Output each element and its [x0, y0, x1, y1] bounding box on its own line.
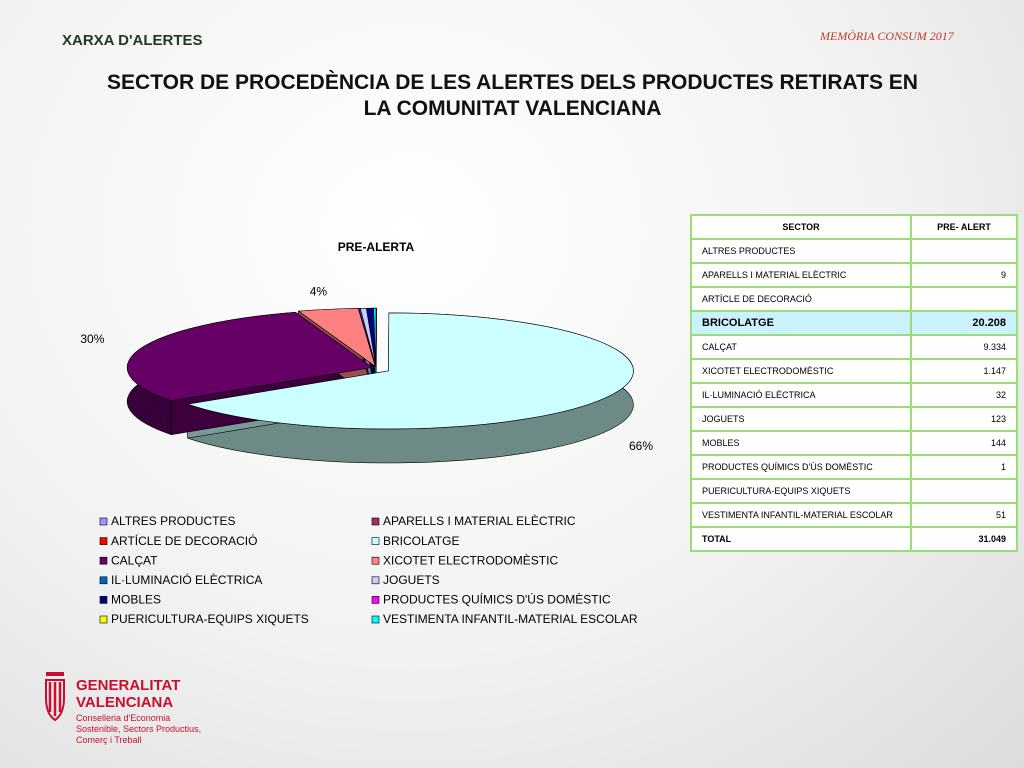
logo-crown — [46, 672, 64, 676]
table-row: JOGUETS 123 — [690, 406, 1018, 432]
legend-label: ARTÍCLE DE DECORACIÓ — [111, 533, 257, 548]
pie-label: 66% — [629, 439, 653, 453]
header-cell: PRE- ALERT — [910, 214, 1018, 240]
table-cell: PRODUCTES QUÍMICS D'ÚS DOMÈSTIC — [690, 454, 912, 480]
table-cell: MOBLES — [690, 430, 912, 456]
legend-swatch — [99, 596, 108, 604]
logo-bars — [48, 682, 62, 716]
legend-label: IL·LUMINACIÓ ELÈCTRICA — [111, 572, 262, 587]
table-row: CALÇAT 9.334 — [690, 334, 1018, 360]
legend-swatch — [99, 517, 108, 526]
table-cell — [910, 238, 1018, 264]
legend-label: JOGUETS — [383, 573, 440, 587]
legend-swatch — [99, 556, 108, 565]
legend-label: CALÇAT — [111, 553, 158, 567]
header-cell: SECTOR — [690, 214, 912, 240]
table-cell: VESTIMENTA INFANTIL-MATERIAL ESCOLAR — [690, 502, 912, 528]
table-row: APARELLS I MATERIAL ELÈCTRIC 9 — [690, 262, 1018, 288]
table-row: XICOTET ELECTRODOMÈSTIC 1.147 — [690, 358, 1018, 384]
legend-swatch — [371, 596, 380, 604]
table-cell: 9.334 — [910, 334, 1018, 360]
table-cell: PUERICULTURA-EQUIPS XIQUETS — [690, 478, 912, 504]
table-row: MOBLES 144 — [690, 430, 1018, 456]
legend-label: BRICOLATGE — [383, 534, 459, 548]
table-header-row: SECTOR PRE- ALERT — [690, 214, 1018, 240]
chart: PRE-ALERTA 66% 30% 4% ALTRES PRODUCTES APARE… — [80, 240, 653, 626]
legend-swatch — [99, 576, 108, 585]
table-row: VESTIMENTA INFANTIL-MATERIAL ESCOLAR 51 — [690, 502, 1018, 528]
table-cell: 32 — [910, 382, 1018, 408]
logo-dept: Conselleria d'Economia — [76, 713, 170, 723]
table-cell: JOGUETS — [690, 406, 912, 432]
legend-swatch — [371, 537, 380, 545]
legend-label: PRODUCTES QUÍMICS D'ÚS DOMÈSTIC — [383, 592, 611, 607]
legend-swatch — [371, 556, 380, 565]
pie-slice — [187, 312, 634, 430]
table-cell: 123 — [910, 406, 1018, 432]
table-row: IL·LUMINACIÓ ELÈCTRICA 32 — [690, 382, 1018, 408]
table-cell: IL·LUMINACIÓ ELÈCTRICA — [690, 382, 912, 408]
table-cell: CALÇAT — [690, 334, 912, 360]
table-cell: APARELLS I MATERIAL ELÈCTRIC — [690, 262, 912, 288]
legend-label: PUERICULTURA-EQUIPS XIQUETS — [111, 612, 309, 626]
table-row: BRICOLATGE 20.208 — [690, 310, 1018, 336]
table-cell: BRICOLATGE — [690, 310, 912, 336]
legend-label: XICOTET ELECTRODOMÈSTIC — [383, 552, 558, 567]
slide-title: SECTOR DE PROCEDÈNCIA DE LES ALERTES DEL… — [60, 70, 965, 122]
logo-name: GENERALITAT — [76, 677, 180, 694]
legend-label: ALTRES PRODUCTES — [111, 514, 235, 528]
legend-label: APARELLS I MATERIAL ELÈCTRIC — [383, 513, 576, 528]
legend-swatch — [371, 517, 380, 526]
pie-label: 4% — [310, 285, 328, 299]
table-row: TOTAL 31.049 — [690, 526, 1018, 552]
title-line: LA COMUNITAT VALENCIANA — [363, 97, 662, 120]
table-cell: 1 — [910, 454, 1018, 480]
table-cell: 20.208 — [910, 310, 1018, 336]
legend-swatch — [371, 615, 380, 624]
table-cell: 1.147 — [910, 358, 1018, 384]
table-cell: 51 — [910, 502, 1018, 528]
logo-dept: Comerç i Treball — [76, 735, 142, 745]
table-cell: TOTAL — [690, 526, 912, 552]
legend-label: MOBLES — [111, 593, 161, 607]
legend-label: VESTIMENTA INFANTIL-MATERIAL ESCOLAR — [383, 612, 638, 626]
table-cell: ALTRES PRODUCTES — [690, 238, 912, 264]
report-label: MEMÒRIA CONSUM 2017 — [820, 29, 954, 43]
logo-name: VALENCIANA — [76, 694, 173, 711]
pie-label: 30% — [80, 332, 104, 346]
pie-slice — [126, 312, 373, 402]
table-cell: ARTÍCLE DE DECORACIÓ — [690, 286, 912, 312]
table-cell — [910, 286, 1018, 312]
title-line: SECTOR DE PROCEDÈNCIA DE LES ALERTES DEL… — [107, 71, 918, 94]
legend-swatch — [99, 615, 108, 624]
section-label: XARXA D'ALERTES — [62, 32, 203, 49]
table-row: ALTRES PRODUCTES — [690, 238, 1018, 264]
logo-dept: Sostenible, Sectors Productius, — [76, 724, 201, 734]
table-row: ARTÍCLE DE DECORACIÓ — [690, 286, 1018, 312]
table-cell: 31.049 — [910, 526, 1018, 552]
legend-swatch — [99, 537, 108, 545]
table-cell: 144 — [910, 430, 1018, 456]
legend-swatch — [371, 576, 380, 585]
chart-title: PRE-ALERTA — [338, 240, 415, 254]
logo-shield — [45, 679, 65, 722]
table-cell — [910, 478, 1018, 504]
logo: GENERALITAT VALENCIANA Conselleria d'Eco… — [45, 672, 201, 745]
pie-slice — [373, 307, 377, 367]
table-cell: 9 — [910, 262, 1018, 288]
table-cell: XICOTET ELECTRODOMÈSTIC — [690, 358, 912, 384]
table-row: PUERICULTURA-EQUIPS XIQUETS — [690, 478, 1018, 504]
table-row: PRODUCTES QUÍMICS D'ÚS DOMÈSTIC 1 — [690, 454, 1018, 480]
data-table: SECTOR PRE- ALERT ALTRES PRODUCTES APARELLS… — [690, 214, 1018, 552]
pie-slice — [297, 308, 376, 367]
